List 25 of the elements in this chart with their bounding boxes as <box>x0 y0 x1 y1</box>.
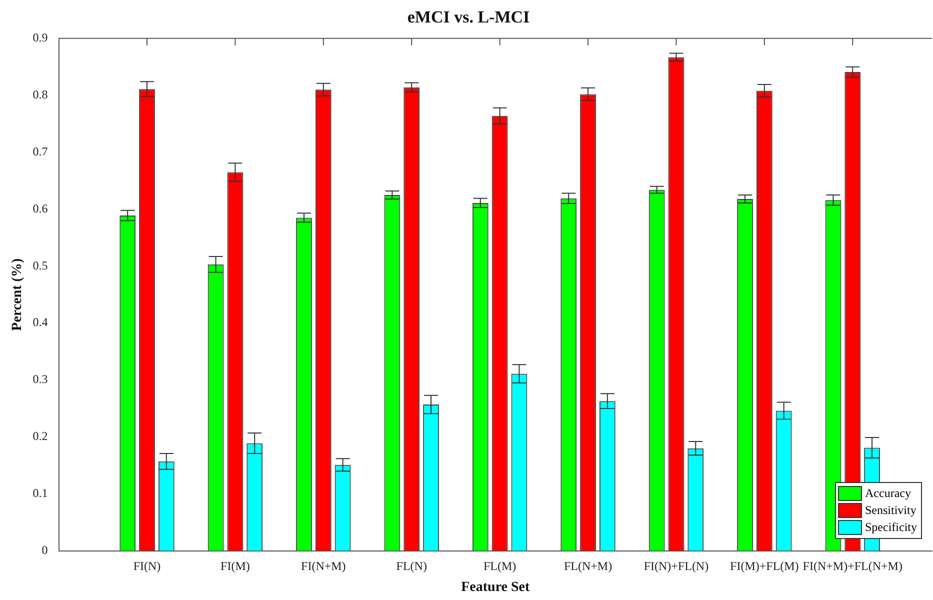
x-tick-label: FL(N) <box>396 559 427 574</box>
y-tick-label: 0.3 <box>32 372 48 386</box>
y-tick-label: 0 <box>42 542 48 557</box>
x-tick-label: FL(N+M) <box>564 559 612 574</box>
y-tick-label: 0.4 <box>32 315 48 330</box>
y-tick-label: 0.8 <box>32 87 48 102</box>
legend-label: Accuracy <box>865 486 911 501</box>
y-tick-label: 0.2 <box>32 429 48 444</box>
x-tick-label: FI(N) <box>133 559 161 574</box>
x-tick-label: FI(N)+FL(N) <box>644 559 709 574</box>
y-tick-label: 0.1 <box>32 486 48 500</box>
legend-label: Specificity <box>865 520 917 535</box>
y-tick-label: 0.9 <box>32 30 48 45</box>
x-tick-label: FI(N+M) <box>301 559 346 574</box>
x-tick-label: FI(M)+FL(M) <box>730 559 799 574</box>
x-tick-label: FI(N+M)+FL(N+M) <box>802 559 902 574</box>
y-tick-label: 0.7 <box>32 144 48 158</box>
y-axis-title: Percent (%) <box>10 258 26 331</box>
legend-label: Sensitivity <box>865 502 916 518</box>
y-tick-label: 0.6 <box>32 201 48 216</box>
chart-title: eMCI vs. L-MCI <box>407 8 530 27</box>
x-tick-label: FL(M) <box>483 559 516 574</box>
y-tick-label: 0.5 <box>32 258 48 272</box>
x-tick-label: FI(M) <box>220 559 250 574</box>
x-axis-title: Feature Set <box>461 580 530 596</box>
